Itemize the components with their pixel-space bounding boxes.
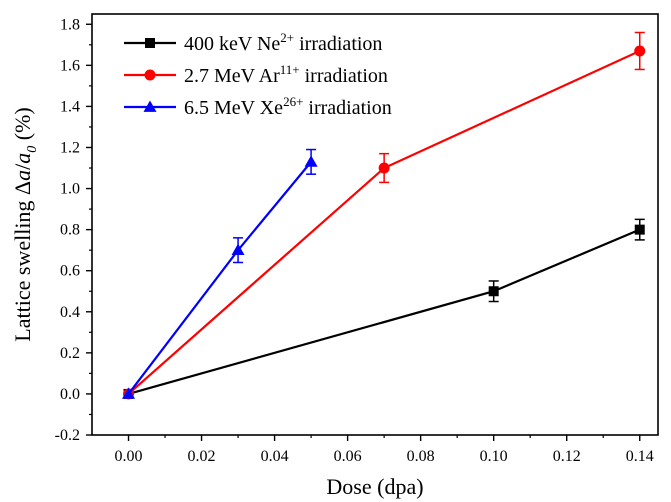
series-3: [122, 148, 318, 399]
y-tick-label: 0.0: [60, 386, 80, 403]
legend-entry-2: 2.7 MeV Ar11+ irradiation: [124, 62, 388, 87]
legend-marker: [145, 38, 155, 48]
series-line: [127, 161, 312, 395]
legend-entry-3: 6.5 MeV Xe26+ irradiation: [124, 94, 392, 119]
legend: 400 keV Ne2+ irradiation 2.7 MeV Ar11+ ir…: [124, 30, 392, 119]
data-point: [122, 387, 136, 399]
y-tick-label: 1.8: [60, 16, 80, 33]
plot-frame: [91, 13, 659, 436]
x-tick-label: 0.14: [626, 448, 654, 465]
y-tick-label: 1.6: [60, 57, 80, 74]
series-line: [128, 228, 641, 395]
data-point: [634, 45, 646, 57]
x-tick-label: 0.06: [334, 448, 362, 465]
y-tick-label: 1.0: [60, 181, 80, 198]
plot-area: [91, 13, 659, 436]
y-tick-label: 0.2: [60, 345, 80, 362]
series-2: [123, 31, 646, 400]
x-tick-label: 0.08: [407, 448, 435, 465]
y-tick-label: 0.6: [60, 263, 80, 280]
y-tick-label: 1.4: [60, 98, 80, 115]
legend-marker: [143, 100, 157, 112]
axes: 0.00 0.02 0.04 0.06 0.08 0.10 0.12 0.14 -0.2 0.0 0…: [55, 16, 654, 465]
y-tick-label: 1.2: [60, 139, 80, 156]
y-tick-label: 0.8: [60, 222, 80, 239]
x-tick-label: 0.12: [553, 448, 581, 465]
y-axis-title-subscript: 0: [25, 146, 40, 153]
x-tick-label: 0.10: [480, 448, 508, 465]
data-point: [231, 243, 245, 256]
legend-entry-1: 400 keV Ne2+ irradiation: [124, 30, 382, 55]
y-axis-title-a: a: [10, 170, 35, 181]
series-group: [122, 31, 646, 400]
y-axis-title-a0: a: [10, 153, 35, 164]
x-tick-label: 0.04: [261, 448, 289, 465]
legend-label: 2.7 MeV Ar11+ irradiation: [184, 62, 388, 87]
y-tick-label: 0.4: [60, 304, 80, 321]
x-axis-title: Dose (dpa): [326, 474, 423, 499]
x-tick-label: 0.00: [115, 448, 143, 465]
y-axis-title-slash: /: [10, 163, 35, 170]
legend-marker: [144, 69, 156, 81]
y-axis-title: Lattice swelling Δa/a0 (%): [10, 107, 40, 341]
x-tick-label: 0.02: [188, 448, 216, 465]
legend-label: 6.5 MeV Xe26+ irradiation: [184, 94, 392, 119]
series-1: [123, 218, 645, 399]
data-point: [634, 224, 645, 235]
data-point: [488, 286, 499, 297]
y-axis-title-prefix: Lattice swelling Δ: [10, 181, 35, 342]
y-tick-label: -0.2: [55, 427, 80, 444]
legend-label: 400 keV Ne2+ irradiation: [184, 30, 382, 55]
y-axis-title-suffix: (%): [10, 107, 35, 145]
data-point: [304, 155, 318, 167]
data-point: [378, 162, 390, 174]
